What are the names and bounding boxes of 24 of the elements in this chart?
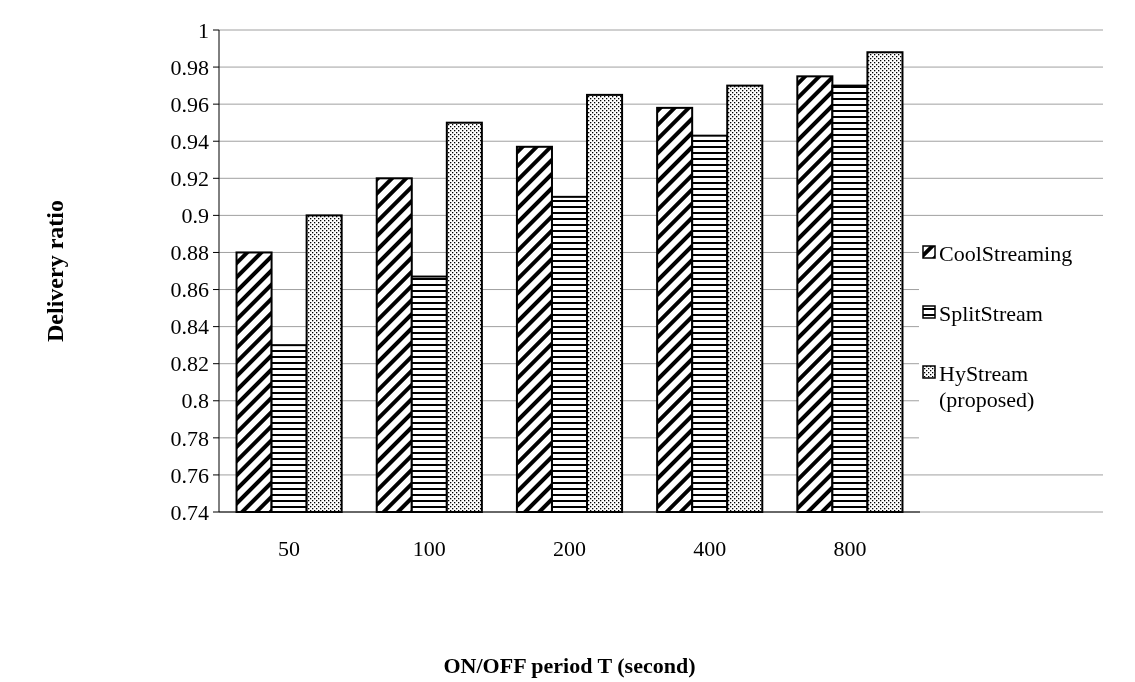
x-tick-label: 50 <box>278 536 301 561</box>
y-tick-label: 0.98 <box>170 54 209 80</box>
y-tick-label: 0.78 <box>170 425 209 451</box>
legend-label: SplitStream <box>939 300 1043 326</box>
y-tick-label: 0.96 <box>170 91 209 117</box>
y-tick-label: 1 <box>198 17 209 43</box>
x-tick-label: 400 <box>693 536 727 561</box>
y-tick-label: 0.8 <box>181 388 209 414</box>
y-tick-label: 0.86 <box>170 277 209 303</box>
legend-label: HyStream (proposed) <box>939 360 1035 413</box>
y-tick-label: 0.82 <box>170 351 209 377</box>
y-tick-label: 0.92 <box>170 166 209 192</box>
y-axis-title: Delivery ratio <box>42 200 68 342</box>
x-axis-title: ON/OFF period T (second) <box>443 653 696 678</box>
y-tick-label: 0.94 <box>170 128 209 154</box>
x-tick-label: 100 <box>412 536 446 561</box>
x-tick-label: 200 <box>553 536 586 561</box>
y-tick-label: 0.84 <box>170 314 209 340</box>
legend-label: CoolStreaming <box>939 240 1073 266</box>
y-tick-label: 0.76 <box>170 462 209 488</box>
x-tick-label: 800 <box>833 536 867 561</box>
y-tick-label: 0.74 <box>170 499 209 525</box>
y-tick-label: 0.88 <box>170 240 209 266</box>
y-tick-label: 0.9 <box>181 203 209 229</box>
